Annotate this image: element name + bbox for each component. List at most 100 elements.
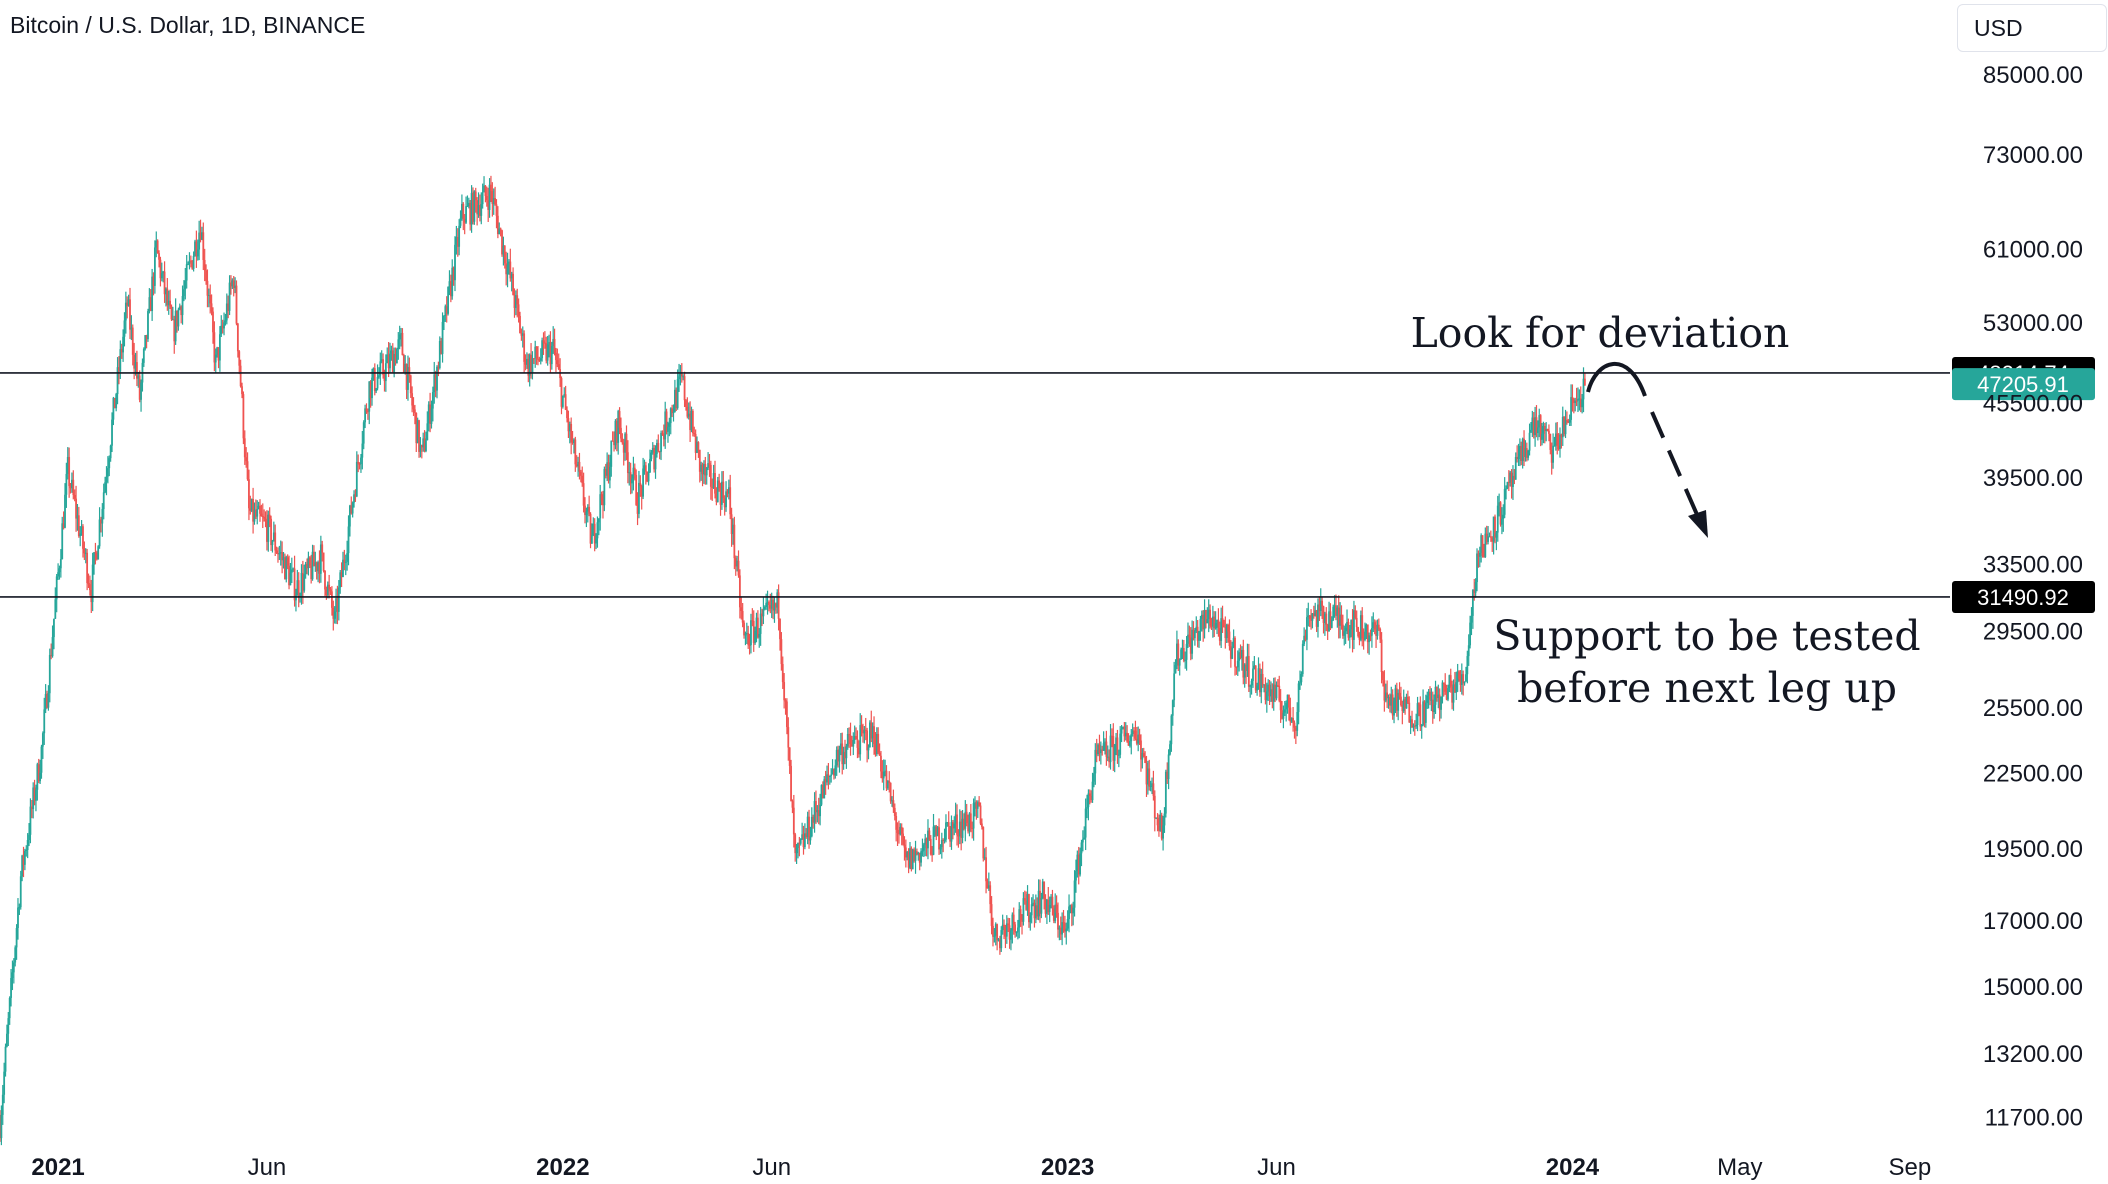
- candle: [1495, 530, 1498, 551]
- candle: [1040, 892, 1043, 919]
- candle-body: [588, 506, 591, 514]
- candle-body: [1498, 502, 1501, 506]
- candle-body: [1205, 610, 1207, 624]
- candle-body: [1430, 699, 1433, 701]
- candle-body: [1532, 417, 1535, 436]
- candle-body: [400, 332, 402, 335]
- candle-body: [715, 493, 718, 503]
- candle-body: [420, 445, 423, 448]
- candle: [1109, 724, 1112, 770]
- candle-body: [198, 232, 201, 250]
- candle-body: [206, 280, 209, 296]
- candle-body: [499, 228, 502, 231]
- candle: [277, 547, 279, 563]
- candle-body: [183, 289, 185, 297]
- candle-body: [563, 394, 566, 396]
- y-tick-label: 39500.00: [1983, 465, 2083, 492]
- candle: [711, 478, 714, 501]
- candle-body: [271, 540, 274, 546]
- candle: [1065, 922, 1068, 945]
- currency-selector-button[interactable]: USD: [1957, 4, 2107, 52]
- candle: [823, 776, 826, 799]
- time-axis[interactable]: 2021 Jun 2022 Jun 2023 Jun 2024 May Sep: [31, 1154, 1931, 1181]
- candle: [949, 826, 952, 848]
- candle-body: [293, 568, 296, 601]
- candle: [833, 768, 835, 780]
- candle-body: [1014, 924, 1017, 933]
- candle-body: [653, 447, 656, 470]
- candle: [964, 800, 967, 842]
- candle: [935, 824, 938, 841]
- candle: [880, 750, 882, 779]
- candle: [476, 197, 479, 226]
- candle-body: [599, 494, 602, 519]
- candle-body: [1415, 724, 1418, 727]
- candle: [950, 815, 953, 850]
- candle: [224, 313, 227, 326]
- candle: [129, 287, 131, 339]
- candle-body: [203, 260, 206, 271]
- candle-body: [1061, 922, 1064, 935]
- candle-body: [762, 609, 765, 617]
- candle: [1438, 688, 1441, 722]
- annotations-layer: Look for deviation Support to be tested …: [1411, 309, 1921, 712]
- candle: [1246, 643, 1249, 677]
- candle-body: [1485, 533, 1488, 542]
- candle-body: [1344, 627, 1347, 632]
- price-axis[interactable]: 85000.0073000.0061000.0053000.0045500.00…: [1983, 62, 2083, 1132]
- candle: [1323, 611, 1326, 636]
- candle-body: [636, 504, 639, 514]
- candle: [1566, 411, 1568, 425]
- candle: [839, 732, 842, 756]
- candle: [1351, 609, 1354, 653]
- candle: [756, 610, 759, 639]
- candle: [783, 673, 786, 709]
- y-tick-label: 17000.00: [1983, 908, 2083, 935]
- candle-body: [174, 310, 177, 342]
- candle-body: [505, 263, 508, 275]
- candle-body: [644, 465, 647, 472]
- candle: [483, 176, 485, 193]
- candle: [914, 840, 917, 874]
- candle: [918, 852, 921, 871]
- candle-body: [353, 494, 355, 503]
- candle: [951, 819, 954, 840]
- candle: [1292, 706, 1294, 732]
- candle-body: [1127, 741, 1130, 746]
- candle: [1256, 682, 1259, 696]
- candle: [477, 192, 480, 218]
- candle-body: [447, 286, 449, 314]
- candle: [97, 545, 100, 560]
- candle-body: [234, 285, 237, 288]
- candle: [340, 562, 343, 588]
- candle: [1153, 790, 1156, 832]
- candle: [285, 555, 288, 583]
- candle: [1061, 912, 1064, 946]
- candle-body: [1025, 900, 1028, 910]
- candle: [1144, 751, 1147, 764]
- candle: [571, 430, 574, 445]
- candle: [289, 562, 292, 586]
- candle-body: [1323, 613, 1326, 623]
- candle-body: [272, 532, 275, 541]
- candle-body: [502, 245, 505, 255]
- candle: [1088, 789, 1091, 805]
- candle-body: [1566, 419, 1568, 421]
- candle: [1395, 682, 1398, 717]
- candle: [1134, 720, 1137, 741]
- candle: [957, 829, 960, 848]
- candle-body: [1318, 604, 1321, 611]
- candle-body: [402, 355, 405, 373]
- candle-body: [791, 801, 794, 808]
- candle: [454, 236, 456, 292]
- candle: [1516, 445, 1519, 463]
- candle-body: [1444, 684, 1447, 692]
- candle: [824, 770, 827, 795]
- candle: [1312, 605, 1315, 619]
- candle: [205, 264, 207, 285]
- candle-body: [698, 449, 701, 472]
- candle-body: [1368, 635, 1371, 643]
- candle: [373, 363, 376, 396]
- candle-body: [3, 1071, 6, 1095]
